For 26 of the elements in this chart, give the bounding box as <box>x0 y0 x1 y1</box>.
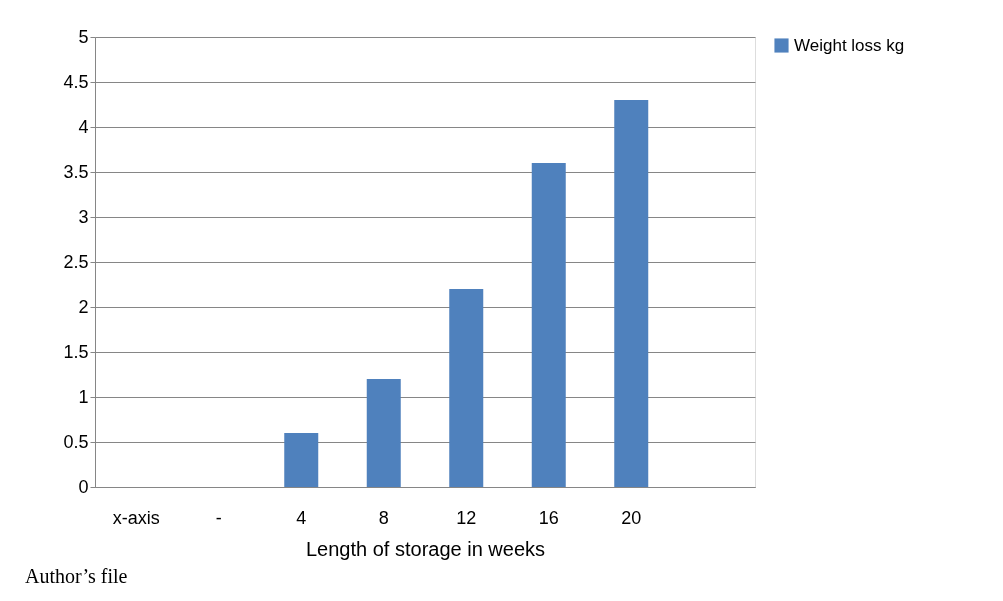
text: Author’s file <box>25 565 128 587</box>
y-tick-label: 3.5 <box>63 161 89 182</box>
legend-label: Weight loss kg <box>794 35 905 55</box>
bar <box>366 379 401 487</box>
bar <box>531 163 566 487</box>
y-tick-label: 2.5 <box>63 251 89 272</box>
y-tick-label: 1.5 <box>63 341 89 362</box>
x-tick-label: 20 <box>621 507 642 528</box>
x-tick-label: 16 <box>538 507 559 528</box>
y-tick-label: 2 <box>78 296 89 317</box>
x-tick-label: 4 <box>296 507 307 528</box>
bar <box>449 289 484 487</box>
x-tick-label: 12 <box>456 507 477 528</box>
x-tick-label: 8 <box>378 507 389 528</box>
bar <box>614 100 649 487</box>
y-tick-label: 1 <box>78 386 89 407</box>
y-tick-label: 3 <box>78 206 89 227</box>
y-tick-label: 0.5 <box>63 431 89 452</box>
y-tick-label: 4 <box>78 116 89 137</box>
y-tick-label: 5 <box>78 26 89 47</box>
x-tick-label: x-axis <box>112 507 160 528</box>
y-tick-label: 4.5 <box>63 71 89 92</box>
x-tick-label: - <box>215 507 222 528</box>
bar <box>284 433 319 487</box>
x-axis-title: Length of storage in weeks <box>305 537 546 560</box>
y-tick-label: 0 <box>78 476 89 497</box>
